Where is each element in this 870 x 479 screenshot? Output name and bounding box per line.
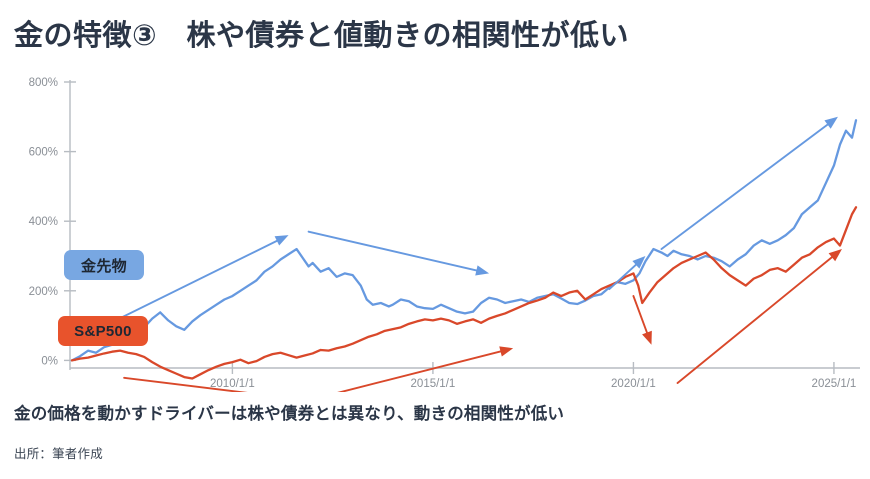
x-tick-label: 2020/1/1 [611,378,656,390]
y-tick-label: 800% [29,77,58,89]
x-tick-label: 2025/1/1 [812,378,857,390]
series-line [70,206,858,380]
arrow-shaft [111,239,278,324]
arrow-head [475,265,490,276]
arrow-head [499,346,514,357]
x-tick-label: 2015/1/1 [411,378,456,390]
gold-rise-arrow-2 [608,256,646,291]
arrow-shaft [608,263,637,291]
spx-rise-arrow-2 [676,249,842,384]
arrow-head [824,116,838,129]
y-tick-label: 200% [29,286,58,298]
y-tick-label: 600% [29,147,58,159]
x-tick-label: 2010/1/1 [210,378,255,390]
x-axis-ticks: 2010/1/1 2015/1/1 2020/1/1 2025/1/1 [210,362,856,390]
spx-fall-arrow-1 [123,376,248,392]
arrow-head [274,235,289,246]
annotation-layer [111,116,842,392]
source-note: 出所：筆者作成 [14,447,103,461]
legend-badge-spx: S&P500 [58,316,148,346]
y-tick-label: 0% [41,355,58,367]
series-layer [70,119,858,380]
page-title: 金の特徴③ 株や債券と値動きの相関性が低い [14,20,630,52]
arrow-shaft [123,376,248,392]
arrow-head [828,249,842,262]
correlation-line-chart: -200%0%200%400%600%800% 2010/1/12015/1/1… [29,77,860,392]
arrow-shaft [632,295,648,334]
gold-rise-arrow-1 [111,235,289,324]
arrow-shaft [307,230,478,272]
arrow-shaft [337,350,502,392]
arrow-shaft [660,123,829,250]
legend-badge-gold: 金先物 [64,250,144,280]
arrow-head [632,256,646,269]
y-tick-label: 400% [29,216,58,228]
legend-label-gold: 金先物 [81,257,127,275]
chart-container: -200%0%200%400%600%800% 2010/1/12015/1/1… [0,62,870,392]
spx-rise-arrow-1 [337,346,514,392]
spx-fall-arrow-2 [632,295,652,345]
chart-caption: 金の価格を動かすドライバーは株や債券とは異なり、動きの相関性が低い [14,405,565,423]
arrow-shaft [676,256,833,384]
gold-fall-arrow [307,230,490,276]
gold-rise-arrow-3 [660,116,838,250]
legend-label-spx: S&P500 [74,322,132,340]
series-line [70,119,858,362]
arrow-head [642,330,652,345]
